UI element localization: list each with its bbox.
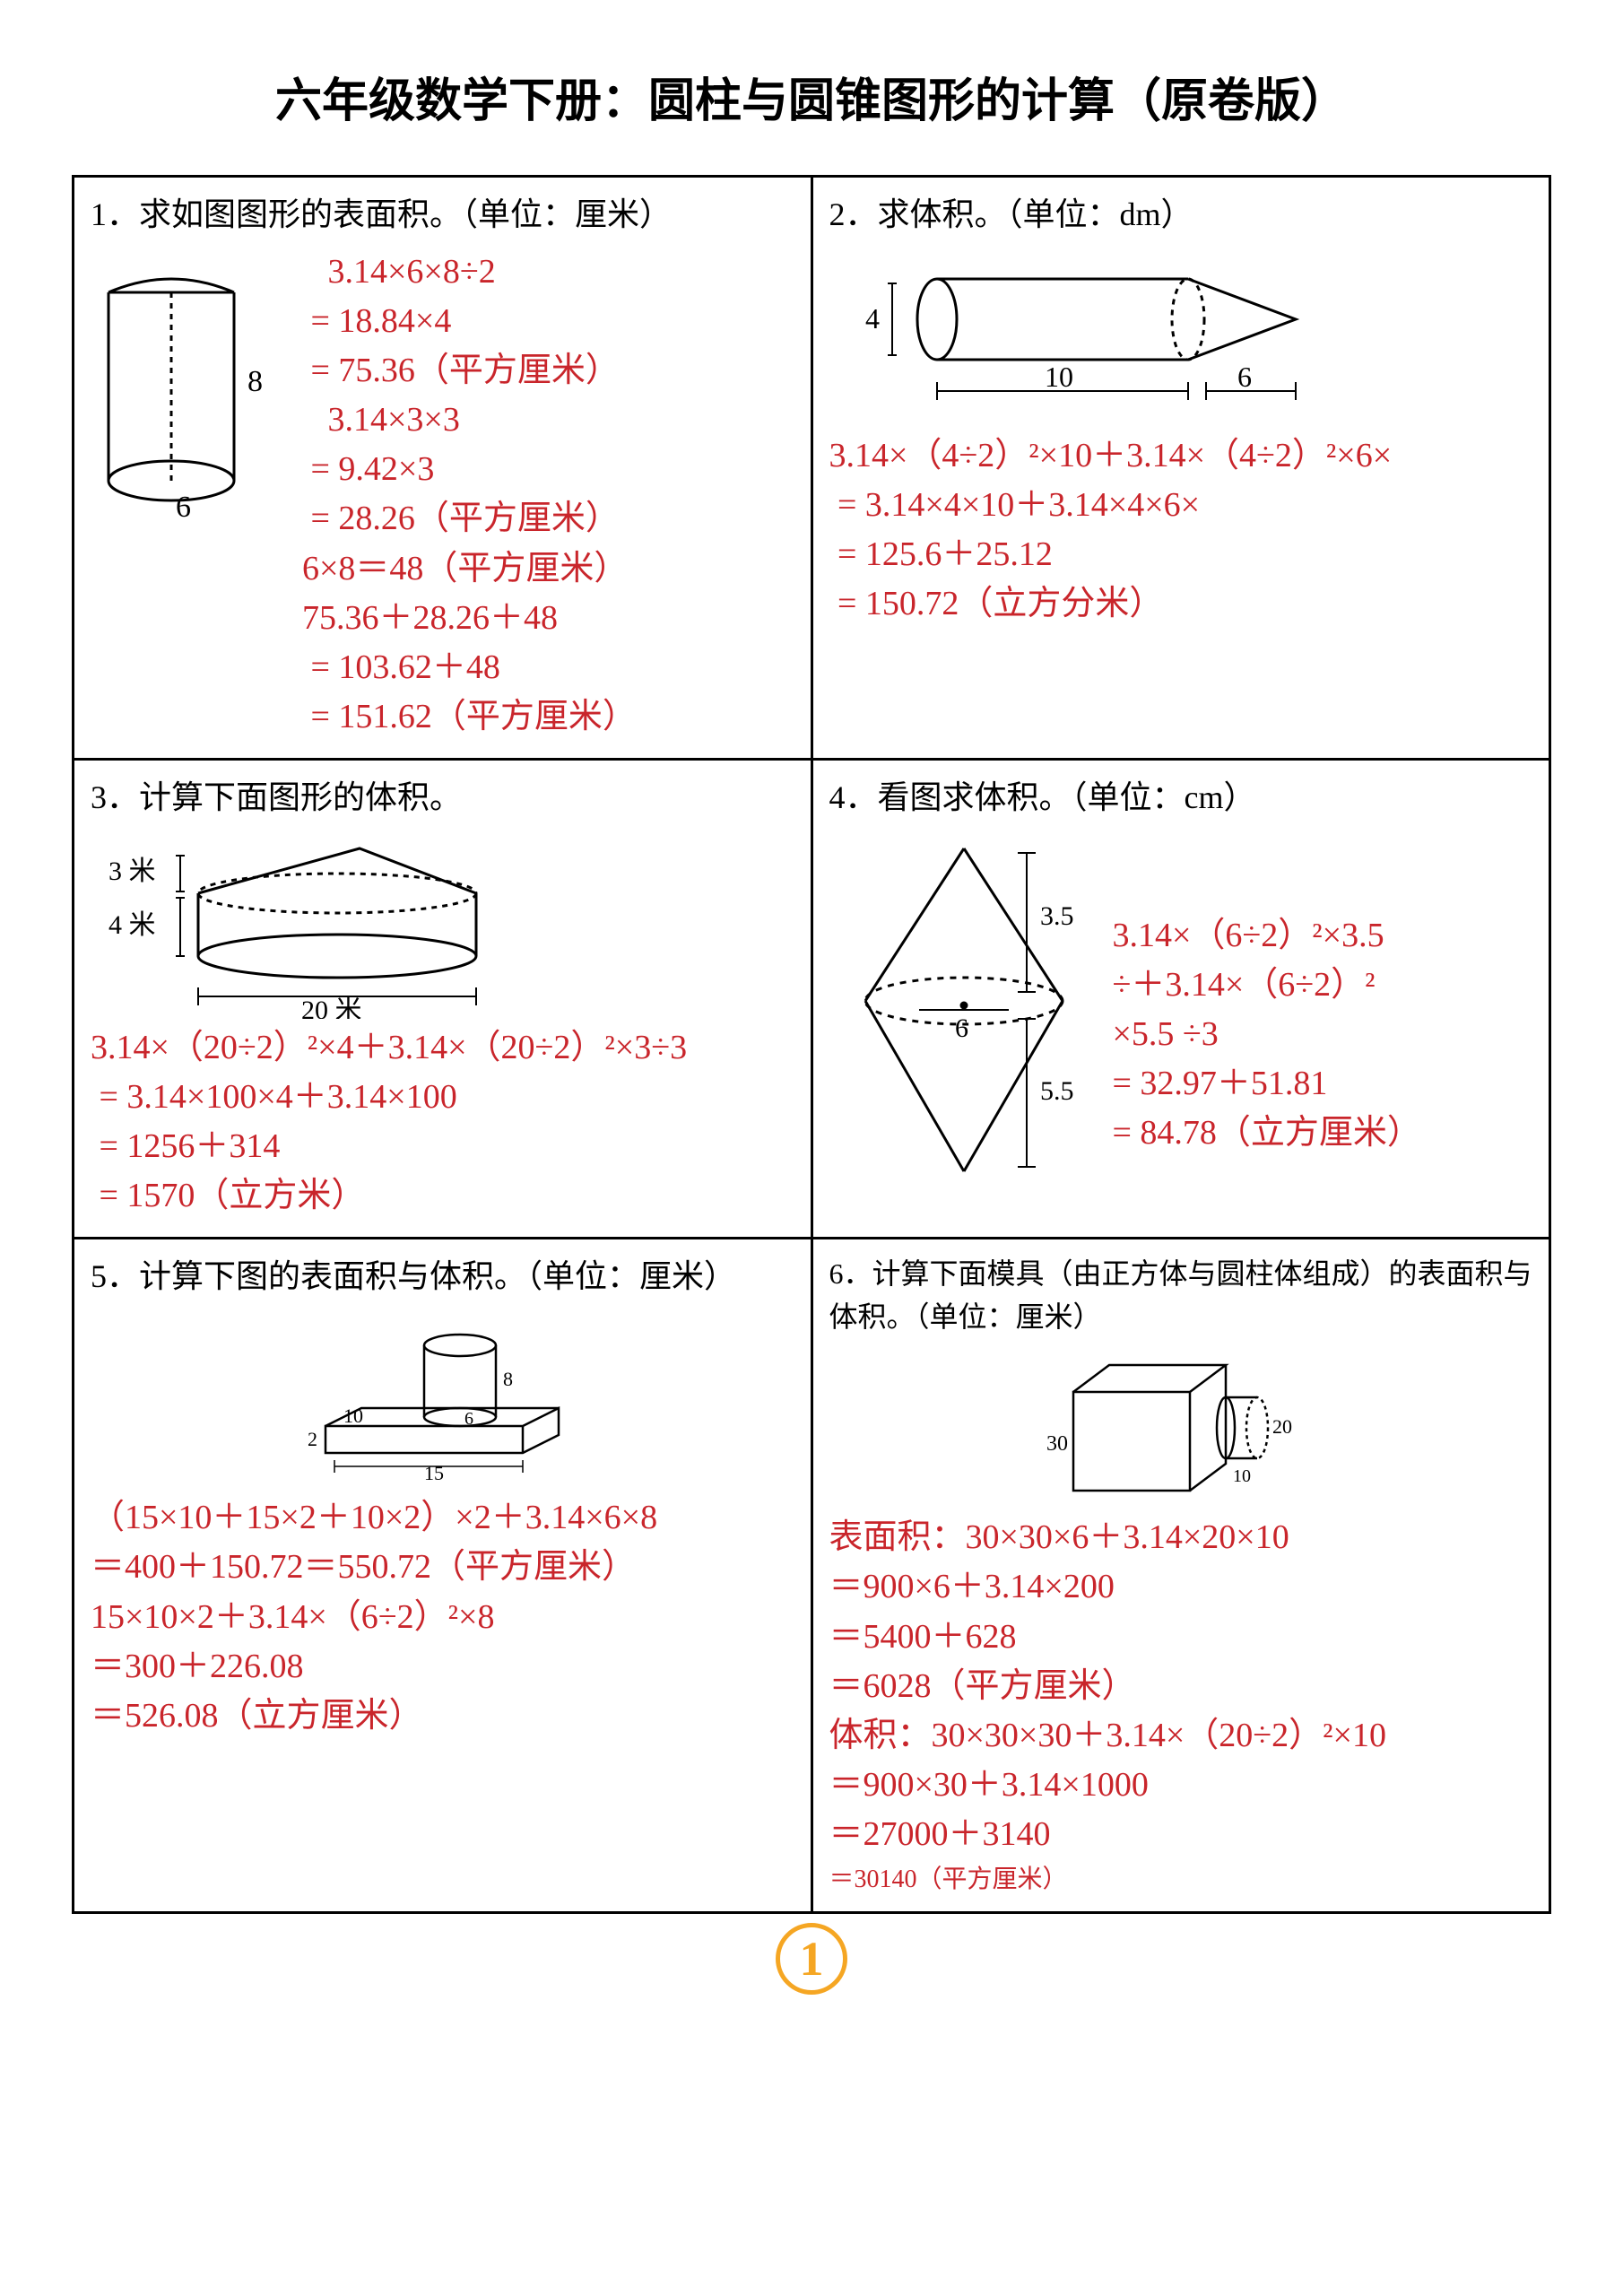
- dim-label: 20: [1272, 1415, 1292, 1438]
- problem-prompt: 3．计算下面图形的体积。: [91, 773, 794, 822]
- handwritten-work: （15×10＋15×2＋10×2）×2＋3.14×6×8 ＝400＋150.72…: [91, 1493, 794, 1740]
- box-cylinder-diagram: 10 2 15 8 6: [290, 1309, 595, 1489]
- dim-label: 6: [955, 1013, 968, 1043]
- problem-prompt: 2．求体积。（单位：dm）: [829, 190, 1533, 239]
- page-number-badge: 1: [72, 1923, 1551, 1995]
- problem-prompt: 5．计算下图的表面积与体积。（单位：厘米）: [91, 1252, 794, 1300]
- dim-label: 10: [1045, 361, 1073, 393]
- dim-label: 3 米: [108, 857, 156, 886]
- extra-note: ＝30140（平方厘米）: [829, 1859, 1533, 1895]
- dim-label: 6: [176, 491, 191, 524]
- dim-label: 6: [1237, 361, 1252, 393]
- half-cylinder-diagram: 8 6: [91, 248, 288, 526]
- silo-diagram: 3 米 4 米 20 米: [91, 831, 521, 1019]
- dim-label: 10: [1233, 1466, 1251, 1486]
- handwritten-work: 3.14×6×8÷2 = 18.84×4 = 75.36（平方厘米） 3.14×…: [302, 248, 637, 742]
- dim-label: 5.5: [1040, 1076, 1074, 1106]
- dim-label: 4: [865, 302, 880, 335]
- problem-prompt: 1．求如图图形的表面积。（单位：厘米）: [91, 190, 794, 239]
- problems-grid: 1．求如图图形的表面积。（单位：厘米） 8 6 3.14×6×8÷2 = 18.…: [72, 175, 1551, 1914]
- dim-label: 3.5: [1040, 901, 1074, 931]
- cell-4: 4．看图求体积。（单位：cm） 3.5 5.5 6 3.14×（6÷2）²×3.…: [812, 759, 1550, 1238]
- handwritten-work: 3.14×（4÷2）²×10＋3.14×（4÷2）²×6× = 3.14×4×1…: [829, 431, 1533, 629]
- problem-prompt: 6．计算下面模具（由正方体与圆柱体组成）的表面积与体积。（单位：厘米）: [829, 1252, 1533, 1338]
- dim-label: 8: [503, 1368, 513, 1390]
- dim-label: 2: [308, 1428, 317, 1450]
- page-number: 1: [776, 1923, 847, 1995]
- cylinder-cone-diagram: 4 10 6: [829, 248, 1332, 427]
- dim-label: 4 米: [108, 910, 156, 940]
- cell-6: 6．计算下面模具（由正方体与圆柱体组成）的表面积与体积。（单位：厘米） 30 2…: [812, 1239, 1550, 1913]
- dim-label: 6: [464, 1409, 473, 1429]
- dim-label: 15: [424, 1462, 444, 1484]
- handwritten-work: 3.14×（20÷2）²×4＋3.14×（20÷2）²×3÷3 = 3.14×1…: [91, 1023, 794, 1221]
- page-title: 六年级数学下册：圆柱与圆锥图形的计算（原卷版）: [72, 63, 1551, 130]
- cell-1: 1．求如图图形的表面积。（单位：厘米） 8 6 3.14×6×8÷2 = 18.…: [74, 177, 812, 760]
- dim-label: 8: [247, 365, 263, 398]
- dim-label: 10: [343, 1405, 363, 1427]
- problem-prompt: 4．看图求体积。（单位：cm）: [829, 773, 1533, 822]
- bicone-diagram: 3.5 5.5 6: [829, 831, 1098, 1189]
- cell-2: 2．求体积。（单位：dm） 4 10 6 3.14×（4÷2）²×10＋3.14…: [812, 177, 1550, 760]
- handwritten-work: 表面积：30×30×6＋3.14×20×10 ＝900×6＋3.14×200 ＝…: [829, 1513, 1533, 1859]
- cell-5: 5．计算下图的表面积与体积。（单位：厘米） 10 2 15 8 6 （15×10…: [74, 1239, 812, 1913]
- cell-3: 3．计算下面图形的体积。 3 米 4 米 20 米 3.14×（20÷2）²×4…: [74, 759, 812, 1238]
- cube-cylinder-diagram: 30 20 10: [1037, 1347, 1324, 1509]
- dim-label: 20 米: [301, 996, 362, 1019]
- dim-label: 30: [1046, 1432, 1068, 1456]
- handwritten-work: 3.14×（6÷2）²×3.5 ÷＋3.14×（6÷2）² ×5.5 ÷3 = …: [1113, 911, 1421, 1189]
